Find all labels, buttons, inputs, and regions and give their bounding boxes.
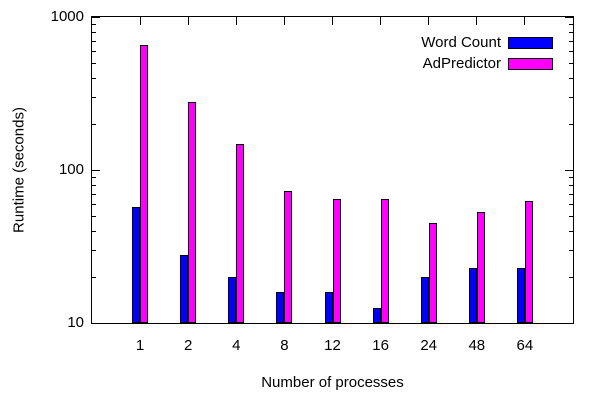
y-minor-tick — [92, 97, 96, 98]
bar-adpredictor-4 — [236, 144, 244, 323]
y-minor-tick — [569, 185, 573, 186]
x-tick-label: 16 — [372, 337, 389, 354]
x-tick-label: 24 — [420, 337, 438, 354]
x-top-tick — [524, 17, 526, 25]
y-minor-tick — [92, 204, 96, 205]
x-top-tick — [332, 17, 333, 25]
y-minor-tick — [92, 185, 96, 186]
bar-word-count-4 — [228, 277, 236, 323]
plot-area: Word Count AdPredictor — [91, 16, 574, 324]
x-tick-label: 8 — [280, 337, 289, 354]
bar-adpredictor-8 — [284, 191, 292, 323]
legend: Word Count AdPredictor — [421, 32, 553, 74]
y-minor-tick — [569, 63, 573, 64]
y-minor-tick — [92, 24, 96, 25]
y-tick-label: 10 — [67, 314, 84, 331]
legend-row: AdPredictor — [421, 53, 553, 74]
bar-word-count-48 — [469, 268, 477, 323]
x-tick-label: 12 — [324, 337, 341, 354]
bar-adpredictor-1 — [140, 45, 148, 323]
y-minor-tick — [569, 250, 573, 251]
bar-adpredictor-24 — [429, 223, 437, 323]
y-minor-tick — [92, 32, 96, 33]
y-minor-tick — [569, 78, 573, 79]
y-minor-tick — [92, 78, 96, 79]
y-major-tick — [92, 17, 100, 18]
bar-word-count-24 — [421, 277, 429, 323]
y-minor-tick — [569, 216, 573, 217]
bar-adpredictor-16 — [381, 199, 389, 323]
x-tick-label: 2 — [184, 337, 193, 354]
y-minor-tick — [569, 41, 573, 42]
y-minor-tick — [569, 231, 573, 232]
y-major-tick — [565, 17, 573, 18]
x-top-tick — [428, 17, 430, 25]
x-tick-label: 1 — [135, 337, 145, 354]
x-top-tick — [187, 17, 189, 25]
y-minor-tick — [92, 216, 96, 217]
y-major-tick — [92, 323, 100, 324]
legend-label: AdPredictor — [422, 55, 501, 72]
y-minor-tick — [92, 177, 96, 178]
legend-row: Word Count — [421, 32, 553, 53]
y-tick-label: 1000 — [50, 8, 84, 25]
x-tick-label: 64 — [516, 337, 534, 354]
x-top-tick — [139, 17, 141, 25]
legend-swatch — [508, 57, 553, 70]
y-minor-tick — [569, 177, 573, 178]
legend-swatch — [508, 36, 553, 49]
legend-label: Word Count — [421, 34, 501, 51]
y-minor-tick — [92, 194, 96, 195]
y-minor-tick — [569, 277, 573, 278]
bar-word-count-8 — [276, 292, 284, 323]
y-minor-tick — [569, 32, 573, 33]
y-minor-tick — [92, 41, 96, 42]
y-minor-tick — [92, 51, 96, 52]
bar-word-count-64 — [517, 268, 525, 323]
x-top-tick — [380, 17, 382, 25]
y-minor-tick — [92, 124, 96, 125]
y-major-tick — [565, 170, 573, 171]
y-minor-tick — [569, 204, 573, 205]
y-tick-label: 100 — [58, 161, 84, 178]
y-minor-tick — [92, 250, 96, 251]
x-tick-label: 4 — [232, 337, 241, 354]
y-major-tick — [92, 170, 100, 171]
y-minor-tick — [92, 63, 96, 64]
y-minor-tick — [569, 24, 573, 25]
x-top-tick — [235, 17, 237, 25]
bar-word-count-2 — [180, 255, 188, 323]
y-major-tick — [565, 323, 573, 324]
x-axis-title: Number of processes — [261, 374, 404, 391]
bar-word-count-16 — [373, 308, 381, 323]
bar-adpredictor-64 — [525, 201, 533, 323]
x-top-tick — [476, 17, 478, 25]
y-minor-tick — [569, 97, 573, 98]
bar-word-count-12 — [325, 292, 333, 323]
y-minor-tick — [92, 277, 96, 278]
y-minor-tick — [569, 124, 573, 125]
y-minor-tick — [92, 231, 96, 232]
bar-adpredictor-2 — [188, 102, 196, 323]
x-tick-label: 48 — [468, 337, 486, 354]
x-top-tick — [283, 17, 285, 25]
y-minor-tick — [569, 194, 573, 195]
y-minor-tick — [569, 51, 573, 52]
bar-adpredictor-12 — [333, 199, 341, 323]
bar-word-count-1 — [132, 207, 140, 323]
bar-adpredictor-48 — [477, 212, 485, 323]
